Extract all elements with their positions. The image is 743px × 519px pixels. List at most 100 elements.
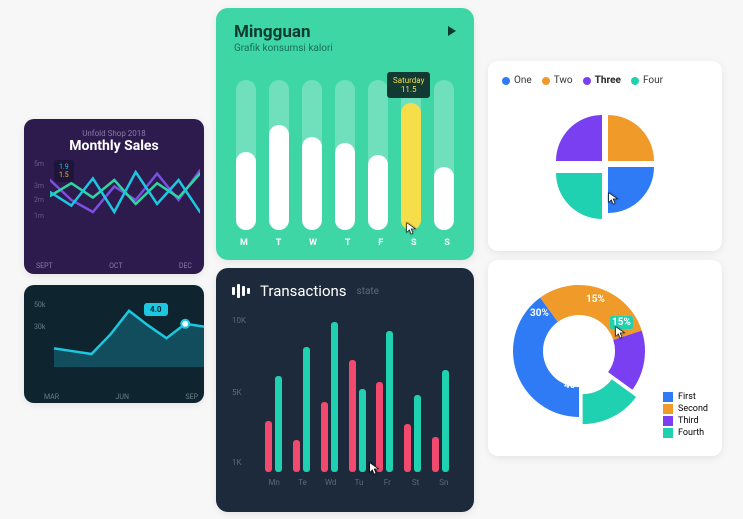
xtick: M <box>240 238 248 248</box>
xtick: W <box>309 238 317 248</box>
legend-item[interactable]: Third <box>663 416 708 426</box>
tooltip-value: 11.5 <box>393 85 424 94</box>
ytick: 1K <box>232 458 242 467</box>
legend-square-icon <box>663 392 673 402</box>
trans-bars <box>260 312 454 472</box>
trans-group[interactable] <box>399 312 427 472</box>
legend-label: Third <box>678 416 699 426</box>
xtick: Sn <box>430 478 458 487</box>
ming-bar[interactable] <box>236 80 256 230</box>
peak-area <box>54 295 204 367</box>
legend-item[interactable]: Second <box>663 404 708 414</box>
donut-legend[interactable]: First Second Third Fourth <box>663 390 708 440</box>
pct-label: 15% <box>586 294 605 305</box>
ytick: 50k <box>34 301 45 309</box>
play-icon[interactable] <box>448 26 456 36</box>
ming-bar[interactable] <box>434 80 454 230</box>
tooltip-value: 1.5 <box>59 171 69 179</box>
trans-group[interactable] <box>371 312 399 472</box>
trans-group[interactable] <box>315 312 343 472</box>
trans-group[interactable] <box>426 312 454 472</box>
transactions-card: Transactions state 10K 5K 1K MnTeWdTuFrS… <box>216 268 474 512</box>
legend-item[interactable]: Two <box>542 75 573 86</box>
legend-square-icon <box>663 428 673 438</box>
legend-item[interactable]: Fourth <box>663 428 708 438</box>
trans-group[interactable] <box>288 312 316 472</box>
monthly-plot[interactable]: 5m 3m 2m 1m 1.9 1.5 <box>36 156 192 246</box>
legend-item[interactable]: Four <box>631 75 663 86</box>
trans-xaxis: MnTeWdTuFrStSn <box>260 478 458 487</box>
legend-dot-icon <box>502 77 510 85</box>
legend-item[interactable]: Three <box>583 75 621 86</box>
equalizer-icon <box>232 283 250 299</box>
donut-plot[interactable]: 15% 15% 30% 40% FirstSecondThirdFourth <box>500 272 710 444</box>
quad-pie[interactable] <box>535 92 675 232</box>
xtick: T <box>345 238 351 248</box>
monthly-xaxis: SEPT OCT DEC <box>36 262 192 270</box>
legend-label: Four <box>643 75 663 86</box>
ytick: 3m <box>34 182 44 190</box>
quad-legend[interactable]: One Two Three Four <box>502 75 708 86</box>
ming-bar[interactable]: Saturday11.5 <box>401 80 421 230</box>
monthly-title: Monthly Sales <box>36 138 192 154</box>
ming-subtitle: Grafik konsumsi kalori <box>234 43 456 54</box>
legend-label: One <box>514 75 532 86</box>
peak-tooltip: 4.0 <box>144 303 168 316</box>
ming-bar[interactable] <box>269 80 289 230</box>
xtick: Tu <box>345 478 373 487</box>
legend-square-icon <box>663 416 673 426</box>
legend-item[interactable]: First <box>663 392 708 402</box>
quad-svg <box>535 92 675 232</box>
xtick: T <box>276 238 282 248</box>
legend-label: First <box>678 392 696 402</box>
xtick: JUN <box>116 393 129 401</box>
peak-area-card: 50k 30k 4.0 MAR JUN SEP <box>24 285 204 403</box>
ytick: 1m <box>34 212 44 220</box>
monthly-tooltip: 1.9 1.5 <box>54 160 74 182</box>
ming-bar[interactable] <box>368 80 388 230</box>
tooltip-label: Saturday <box>393 76 424 85</box>
xtick: Fr <box>373 478 401 487</box>
xtick: F <box>378 238 383 248</box>
legend-square-icon <box>663 404 673 414</box>
legend-label: Second <box>678 404 708 414</box>
ming-bars[interactable]: Saturday11.5 <box>234 80 456 230</box>
trans-state: state <box>357 286 379 297</box>
legend-label: Two <box>554 75 573 86</box>
ming-bar[interactable] <box>302 80 322 230</box>
tooltip-value: 1.9 <box>59 163 69 171</box>
xtick: Te <box>288 478 316 487</box>
quadrant-pie-card: One Two Three Four <box>488 61 722 251</box>
ytick: 10K <box>232 316 246 325</box>
donut-card: 15% 15% 30% 40% FirstSecondThirdFourth <box>488 260 722 456</box>
legend-label: Fourth <box>678 428 704 438</box>
legend-label: Three <box>595 75 621 86</box>
legend-dot-icon <box>542 77 550 85</box>
legend-dot-icon <box>631 77 639 85</box>
ming-bar[interactable] <box>335 80 355 230</box>
monthly-caption: Unfold Shop 2018 <box>36 129 192 138</box>
donut-svg <box>504 276 654 426</box>
xtick: DEC <box>179 262 192 270</box>
trans-plot[interactable]: 10K 5K 1K <box>232 312 458 472</box>
legend-item[interactable]: One <box>502 75 532 86</box>
xtick: MAR <box>44 393 59 401</box>
ming-xaxis: MTWTFSS <box>234 238 456 248</box>
pct-label: 30% <box>530 308 549 319</box>
monthly-sales-card: Unfold Shop 2018 Monthly Sales 5m 3m 2m … <box>24 119 204 274</box>
xtick: St <box>401 478 429 487</box>
xtick: Wd <box>317 478 345 487</box>
mingguan-card: Mingguan Grafik konsumsi kalori Saturday… <box>216 8 474 260</box>
ytick: 2m <box>34 196 44 204</box>
peak-xaxis: MAR JUN SEP <box>44 393 198 401</box>
xtick: OCT <box>109 262 122 270</box>
xtick: SEPT <box>36 262 53 270</box>
xtick: SEP <box>185 393 198 401</box>
xtick: S <box>411 238 417 248</box>
trans-group[interactable] <box>260 312 288 472</box>
xtick: S <box>444 238 450 248</box>
pct-label: 15% <box>610 316 633 329</box>
ytick: 30k <box>34 323 45 331</box>
trans-group[interactable] <box>343 312 371 472</box>
peak-plot[interactable]: 50k 30k 4.0 <box>34 295 194 375</box>
